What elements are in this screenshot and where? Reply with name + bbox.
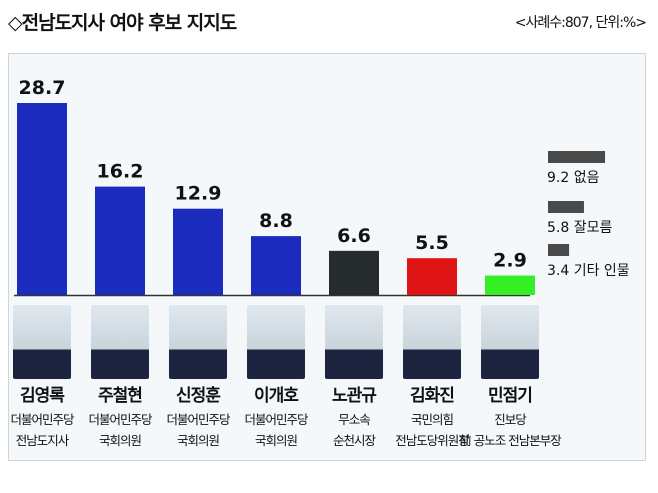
candidate-position: 순천시장 bbox=[332, 433, 376, 448]
candidate-position: 前 공노조 전남본부장 bbox=[459, 433, 561, 448]
sample-unit-note: <사례수:807, 단위:%> bbox=[514, 15, 647, 31]
candidate-party: 더불어민주당 bbox=[10, 412, 74, 427]
candidate-name: 김영록 bbox=[20, 386, 65, 406]
bar-주철현 bbox=[95, 186, 145, 295]
bar-value-label: 28.7 bbox=[19, 77, 66, 99]
candidate-party: 더불어민주당 bbox=[244, 412, 308, 427]
other-bar-기타 인물 bbox=[548, 244, 570, 256]
candidate-photo bbox=[325, 305, 383, 379]
other-bar-없음 bbox=[548, 151, 606, 163]
candidate-name: 김화진 bbox=[410, 386, 455, 406]
chart-title: ◇전남도지사 여야 후보 지지도 bbox=[8, 12, 237, 34]
candidate-photo bbox=[13, 305, 71, 379]
bar-신정훈 bbox=[173, 208, 223, 295]
candidate-name: 민점기 bbox=[488, 386, 533, 406]
candidate-position: 국회의원 bbox=[176, 433, 220, 448]
candidate-party: 진보당 bbox=[494, 412, 527, 427]
bar-김화진 bbox=[407, 258, 457, 295]
candidate-position: 국회의원 bbox=[98, 433, 142, 448]
bar-김영록 bbox=[17, 103, 67, 295]
candidate-photo bbox=[91, 305, 149, 379]
other-label: 3.4 기타 인물 bbox=[547, 263, 630, 279]
candidate-party: 국민의힘 bbox=[410, 412, 454, 427]
bar-value-label: 12.9 bbox=[175, 183, 222, 205]
candidate-photo bbox=[247, 305, 305, 379]
candidate-name: 신정훈 bbox=[176, 386, 221, 406]
candidate-photo bbox=[403, 305, 461, 379]
candidate-name: 노관규 bbox=[332, 386, 377, 406]
candidate-party: 무소속 bbox=[338, 412, 371, 427]
candidate-name: 이개호 bbox=[254, 386, 299, 406]
candidate-position: 전남도지사 bbox=[15, 433, 70, 448]
bar-value-label: 5.5 bbox=[415, 232, 449, 254]
bar-value-label: 6.6 bbox=[337, 225, 371, 247]
other-label: 9.2 없음 bbox=[547, 170, 600, 186]
bar-이개호 bbox=[251, 236, 301, 295]
bar-민점기 bbox=[485, 275, 535, 295]
candidate-photo bbox=[169, 305, 227, 379]
other-label: 5.8 잘모름 bbox=[547, 220, 612, 236]
bar-value-label: 8.8 bbox=[259, 210, 293, 232]
candidate-position: 국회의원 bbox=[254, 433, 298, 448]
bar-노관규 bbox=[329, 250, 379, 295]
other-bar-잘모름 bbox=[548, 201, 584, 213]
candidate-party: 더불어민주당 bbox=[88, 412, 152, 427]
bar-value-label: 2.9 bbox=[493, 250, 527, 272]
candidate-photo bbox=[481, 305, 539, 379]
candidate-party: 더불어민주당 bbox=[166, 412, 230, 427]
candidate-position: 전남도당위원장 bbox=[395, 433, 470, 448]
candidate-name: 주철현 bbox=[98, 386, 143, 406]
bar-value-label: 16.2 bbox=[97, 161, 144, 183]
